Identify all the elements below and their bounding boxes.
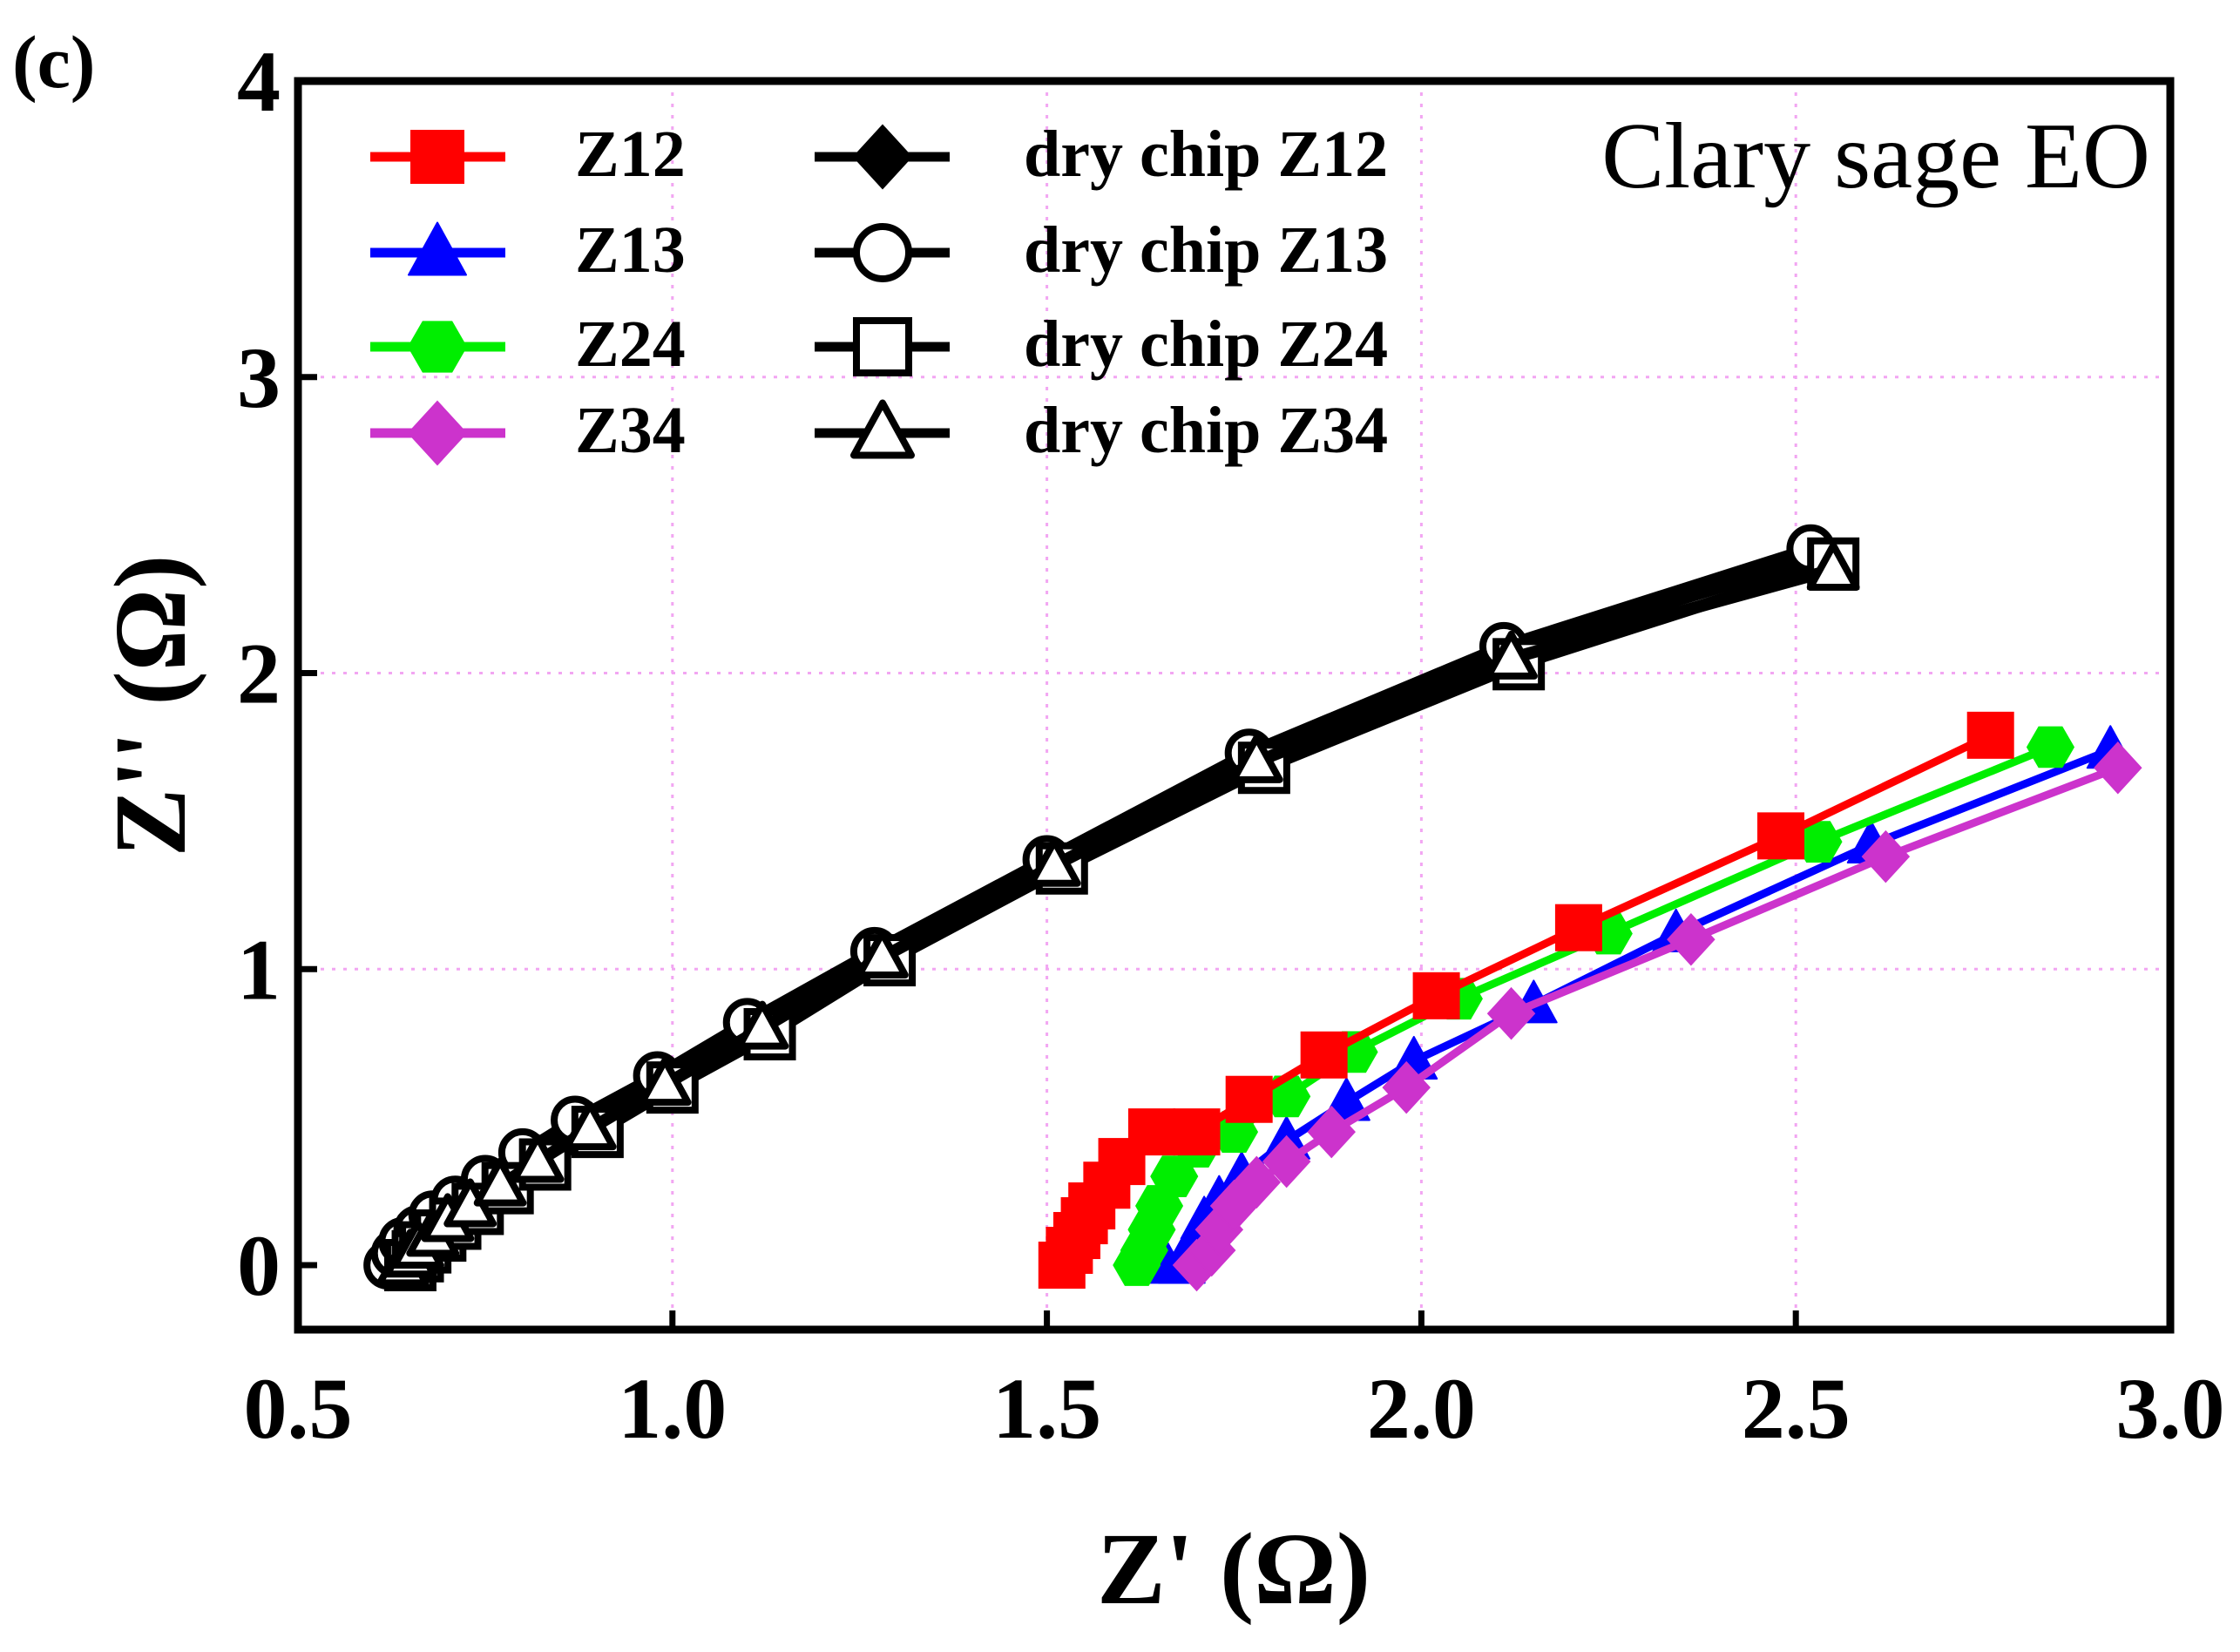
legend-label: dry chip Z12	[1024, 118, 1388, 191]
legend-item: dry chip Z13	[815, 213, 1388, 287]
data-point	[1382, 1060, 1431, 1114]
data-point	[1127, 1108, 1175, 1156]
x-axis-label: Z' (Ω)	[1097, 1512, 1370, 1626]
data-point	[856, 930, 909, 979]
legend-label: dry chip Z13	[1024, 213, 1388, 287]
legend-label: Z12	[575, 118, 686, 191]
data-point	[1485, 630, 1538, 680]
legend: Z12 Z13 Z24 Z34 dry chip Z12 dry chip Z13 dry …	[370, 118, 1388, 467]
x-tick-label: 1.5	[992, 1360, 1101, 1457]
data-point	[1667, 912, 1716, 966]
x-tick-label: 3.0	[2116, 1360, 2225, 1457]
data-point	[1806, 541, 1860, 591]
y-tick-label: 3	[237, 329, 281, 426]
data-point	[1307, 1105, 1357, 1159]
series-layer	[363, 524, 2142, 1292]
data-point	[1262, 1134, 1311, 1188]
data-point	[1412, 972, 1460, 1019]
data-point	[1300, 1031, 1348, 1079]
y-axis-label: Z'' (Ω)	[93, 555, 207, 857]
legend-marker	[407, 321, 468, 373]
x-tick-label: 0.5	[244, 1360, 353, 1457]
data-point	[1027, 837, 1081, 887]
legend-marker	[850, 399, 915, 459]
panel-label: (c)	[12, 20, 95, 104]
series-dry-chip-z34	[376, 541, 1860, 1287]
legend-item: Z12	[370, 118, 686, 191]
data-point	[1225, 1075, 1273, 1123]
data-point	[473, 1157, 527, 1207]
y-tick-label: 1	[237, 921, 281, 1018]
legend-item: dry chip Z24	[815, 308, 1388, 381]
legend-label: Z34	[575, 394, 686, 467]
series-z24	[1113, 726, 2075, 1286]
x-tick-label: 2.0	[1367, 1360, 1476, 1457]
data-point	[511, 1134, 565, 1183]
legend-item: dry chip Z34	[815, 394, 1388, 467]
data-point	[1861, 829, 1911, 884]
legend-item: Z34	[370, 394, 686, 467]
y-tick-label: 2	[237, 626, 281, 722]
legend-marker	[410, 130, 464, 184]
data-point	[1554, 904, 1602, 951]
legend-marker	[853, 317, 912, 376]
series-z12	[1038, 711, 2014, 1289]
legend-marker	[853, 223, 912, 282]
series-line	[1194, 764, 2120, 1269]
y-tick-label: 4	[237, 33, 281, 130]
data-point	[735, 1000, 789, 1050]
legend-label: dry chip Z34	[1024, 394, 1388, 467]
data-point	[1229, 734, 1283, 783]
legend-item: Z13	[370, 213, 686, 287]
legend-label: Z13	[575, 213, 686, 287]
legend-marker	[852, 124, 913, 190]
data-point	[1232, 1155, 1282, 1209]
series-z34	[1172, 741, 2142, 1292]
legend-item: Z24	[370, 308, 686, 381]
data-point	[1966, 711, 2014, 759]
data-point	[2026, 726, 2075, 768]
data-point	[2094, 741, 2142, 795]
data-point	[1486, 986, 1536, 1040]
legend-item: dry chip Z12	[815, 118, 1388, 191]
series-z13	[1142, 725, 2135, 1284]
plot-frame	[294, 77, 2175, 1334]
x-tick-label: 2.5	[1742, 1360, 1851, 1457]
data-point	[1173, 1108, 1221, 1156]
legend-label: dry chip Z24	[1024, 308, 1388, 381]
y-tick-label: 0	[237, 1217, 281, 1314]
x-tick-label: 1.0	[618, 1360, 727, 1457]
data-point	[563, 1101, 617, 1151]
legend-marker	[408, 221, 467, 276]
legend-marker	[407, 400, 468, 466]
data-point	[638, 1057, 692, 1107]
annotation-text: Clary sage EO	[1601, 105, 2150, 208]
data-point	[1757, 812, 1805, 860]
axis-ticks: 0.5 1.0 1.5 2.0 2.5 3.0 0 1 2 3 4	[237, 33, 2225, 1457]
legend-label: Z24	[575, 308, 686, 381]
